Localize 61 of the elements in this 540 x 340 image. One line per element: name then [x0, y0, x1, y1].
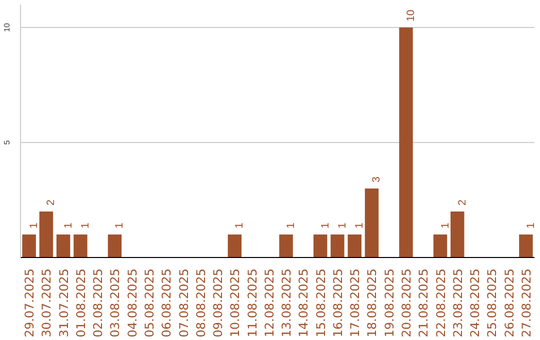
- x-tick-label: 19.08.2025: [382, 268, 396, 338]
- data-label: 1: [285, 222, 298, 228]
- data-label: 10: [405, 10, 417, 22]
- x-tick-label: 23.08.2025: [450, 268, 465, 338]
- x-tick-label: 31.07.2025: [56, 268, 71, 338]
- data-label: 1: [28, 222, 40, 228]
- x-tick-label: 29.07.2025: [22, 268, 37, 338]
- data-label: 2: [45, 200, 58, 206]
- data-label: 1: [62, 222, 74, 228]
- bar: [108, 234, 122, 258]
- x-tick-label: 25.08.2025: [485, 268, 500, 338]
- data-label: 1: [319, 222, 332, 228]
- x-tick-label: 26.08.2025: [502, 268, 516, 338]
- x-tick-label: 01.08.2025: [74, 268, 88, 338]
- bar: [433, 234, 448, 258]
- x-tick-label: 11.08.2025: [245, 268, 260, 338]
- bar: [399, 28, 413, 258]
- x-tick-label: 20.08.2025: [400, 268, 414, 338]
- x-tick-label: 24.08.2025: [468, 268, 482, 338]
- x-tick-label: 07.08.2025: [176, 268, 191, 338]
- data-label: 1: [114, 222, 126, 228]
- x-tick-label: 18.08.2025: [365, 268, 380, 338]
- data-label: 1: [524, 222, 537, 228]
- x-tick-label: 15.08.2025: [314, 268, 328, 338]
- bar: [519, 234, 533, 258]
- bar: [364, 188, 379, 258]
- x-tick-label: 05.08.2025: [142, 268, 156, 338]
- x-tick-label: 22.08.2025: [434, 268, 448, 338]
- x-tick-label: 06.08.2025: [160, 268, 174, 338]
- y-tick-label: 5: [2, 140, 12, 145]
- bar: [450, 212, 464, 258]
- x-tick-label: 09.08.2025: [211, 268, 226, 338]
- x-tick-label: 04.08.2025: [125, 268, 140, 338]
- x-tick-label: 12.08.2025: [262, 268, 276, 338]
- data-label: 1: [439, 222, 452, 228]
- data-label: 1: [336, 222, 348, 228]
- bar: [56, 234, 70, 258]
- x-tick-label: 21.08.2025: [416, 268, 431, 338]
- bar: [228, 234, 242, 258]
- data-label: 1: [79, 222, 92, 228]
- x-tick-label: 16.08.2025: [330, 268, 345, 338]
- bar: [279, 234, 293, 258]
- data-label: 2: [456, 200, 468, 206]
- x-tick-label: 14.08.2025: [296, 268, 311, 338]
- bar: [74, 234, 88, 258]
- data-label: 1: [234, 222, 246, 228]
- x-tick-label: 30.07.2025: [40, 268, 54, 338]
- x-tick-label: 03.08.2025: [108, 268, 122, 338]
- bar: [22, 234, 36, 258]
- x-tick-label: 13.08.2025: [280, 268, 294, 338]
- data-label: 3: [370, 176, 383, 182]
- x-tick-label: 17.08.2025: [348, 268, 362, 338]
- bar: [39, 212, 54, 258]
- x-tick-label: 02.08.2025: [91, 268, 106, 338]
- bar: [348, 234, 362, 258]
- x-tick-label: 27.08.2025: [519, 268, 534, 338]
- bar: [313, 234, 328, 258]
- data-label: 1: [354, 222, 366, 228]
- x-tick-label: 08.08.2025: [194, 268, 208, 338]
- x-tick-label: 10.08.2025: [228, 268, 242, 338]
- bar: [330, 234, 344, 258]
